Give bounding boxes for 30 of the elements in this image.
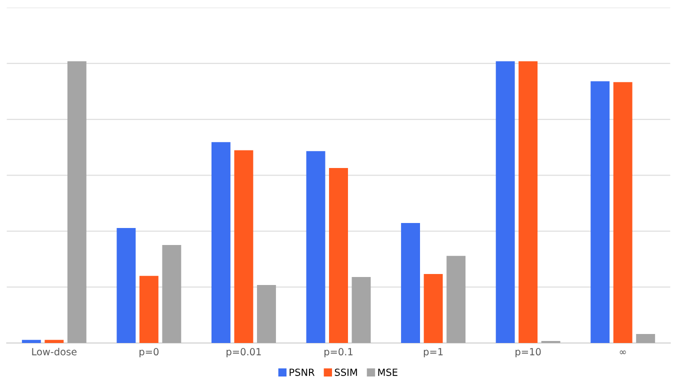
x-tick-label: p=0: [140, 348, 159, 358]
bar: [352, 277, 371, 343]
bar: [44, 340, 64, 343]
x-tick-label: ∞: [620, 350, 626, 354]
legend-label: PSNR: [290, 368, 315, 376]
x-tick-label: p=10: [516, 348, 541, 358]
bar: [234, 150, 254, 343]
bar: [256, 284, 276, 343]
x-tick-label: p=1: [424, 348, 443, 358]
bar: [22, 340, 41, 343]
bar: [496, 61, 515, 343]
bar: [162, 244, 182, 343]
bar: [211, 142, 230, 343]
bar: [613, 82, 632, 343]
bar: [590, 81, 610, 343]
bar: [446, 256, 466, 343]
bar: [116, 228, 136, 343]
legend-label: SSIM: [334, 368, 357, 376]
bar: [67, 61, 86, 343]
bar: [401, 222, 420, 343]
x-tick-label: p=0.01: [226, 348, 261, 358]
bar: [518, 61, 538, 343]
legend-label: MSE: [378, 368, 398, 376]
bar: [636, 334, 656, 343]
bar: [306, 151, 326, 343]
bar: [139, 276, 158, 343]
x-tick-label: p=0.1: [324, 348, 352, 358]
bar: [329, 168, 348, 343]
x-tick-label: Low-dose: [32, 348, 77, 356]
bar: [424, 274, 443, 343]
